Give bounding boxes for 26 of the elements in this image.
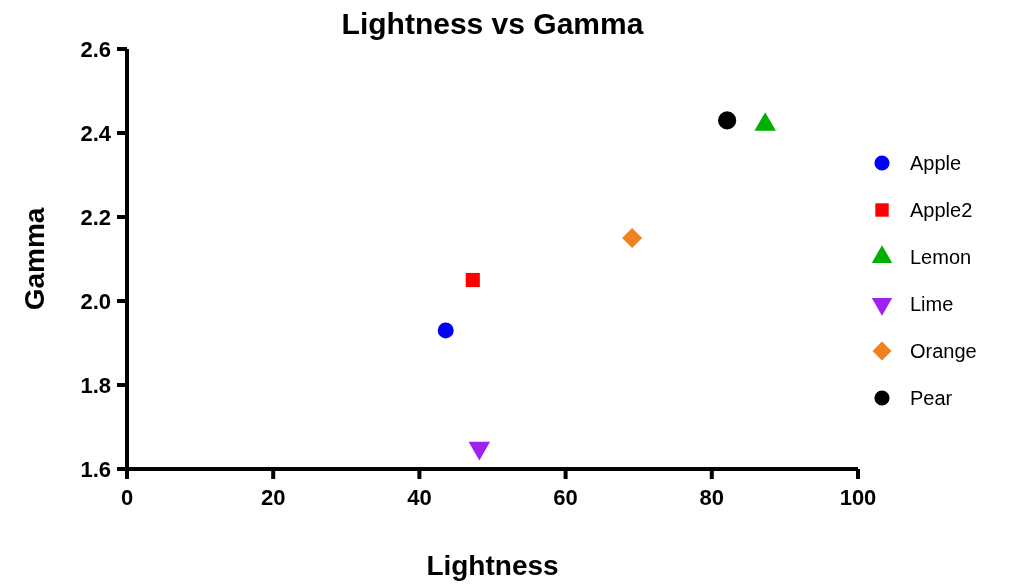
x-axis-title: Lightness (426, 550, 559, 581)
y-tick-label: 1.8 (80, 373, 111, 398)
point (468, 441, 491, 461)
y-tick-label: 2.2 (80, 205, 111, 230)
legend-label: Apple (910, 152, 962, 174)
x-tick-label: 60 (553, 485, 578, 510)
x-tick-label: 80 (699, 485, 725, 510)
legend-label: Orange (910, 340, 977, 362)
y-tick-label: 2.4 (80, 121, 112, 146)
y-tick-label: 2.6 (80, 37, 111, 62)
x-tick-label: 0 (120, 485, 134, 510)
point (437, 322, 454, 339)
x-tick-label: 40 (407, 485, 432, 510)
y-tick-label: 1.6 (80, 457, 111, 482)
point (754, 112, 776, 131)
x-tick-label: 20 (260, 485, 286, 510)
legend-label: Lime (910, 293, 954, 315)
legend-label: Apple2 (910, 199, 973, 221)
legend-label: Lemon (910, 246, 972, 268)
point (622, 228, 643, 248)
x-tick-label: 100 (839, 485, 877, 510)
chart-title: Lightness vs Gamma (341, 7, 644, 40)
y-axis-title: Gamma (19, 207, 50, 311)
legend-label: Pear (910, 387, 953, 409)
y-tick-label: 2.0 (80, 289, 111, 314)
point (465, 272, 480, 288)
